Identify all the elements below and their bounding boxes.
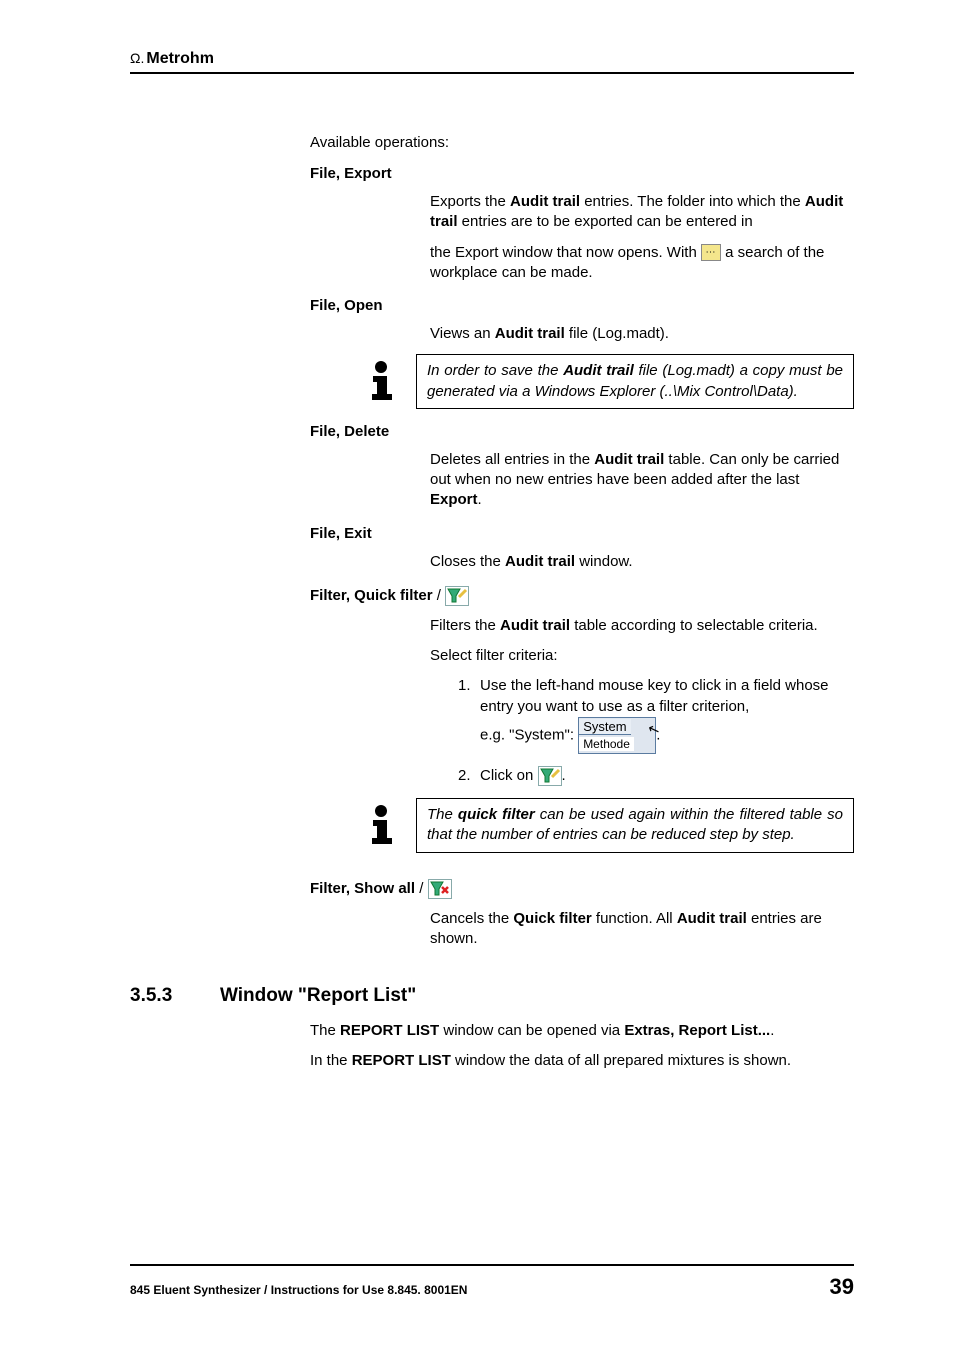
section-title: Window "Report List" bbox=[220, 985, 416, 1007]
section-heading: 3.5.3 Window "Report List" bbox=[130, 985, 854, 1007]
op-title-file-delete: File, Delete bbox=[310, 423, 854, 440]
op-body-file-open: Views an Audit trail file (Log.madt). bbox=[430, 324, 854, 344]
show-all-p1: Cancels the Quick filter function. All A… bbox=[430, 909, 854, 950]
footer-doc-title: 845 Eluent Synthesizer / Instructions fo… bbox=[130, 1283, 467, 1297]
quick-filter-p1: Filters the Audit trail table according … bbox=[430, 616, 854, 636]
info-box-quick-filter: The quick filter can be used again withi… bbox=[360, 798, 854, 853]
section-number: 3.5.3 bbox=[130, 985, 220, 1007]
cursor-arrow-icon: ↖ bbox=[646, 718, 663, 740]
op-title-file-open: File, Open bbox=[310, 297, 854, 314]
dropdown-row1: System bbox=[579, 719, 630, 735]
op-body-quick-filter: Filters the Audit trail table according … bbox=[430, 616, 854, 667]
page-header: Ω.Metrohm bbox=[130, 50, 854, 74]
brand-logo: Ω.Metrohm bbox=[130, 50, 214, 67]
dropdown-example-image: System ↖ Methode bbox=[578, 717, 656, 754]
info-text-quick-filter: The quick filter can be used again withi… bbox=[416, 798, 854, 853]
op-title-file-export: File, Export bbox=[310, 165, 854, 182]
quick-filter-p2: Select filter criteria: bbox=[430, 646, 854, 666]
intro-text: Available operations: bbox=[310, 134, 854, 151]
quick-filter-icon bbox=[538, 766, 562, 786]
quick-filter-criteria-list: 1. Use the left-hand mouse key to click … bbox=[458, 676, 854, 786]
page-footer: 845 Eluent Synthesizer / Instructions fo… bbox=[130, 1264, 854, 1300]
section-p1: The REPORT LIST window can be opened via… bbox=[310, 1021, 854, 1041]
op-title-file-exit: File, Exit bbox=[310, 525, 854, 542]
show-all-filter-icon bbox=[428, 879, 452, 899]
file-delete-p1: Deletes all entries in the Audit trail t… bbox=[430, 450, 854, 511]
section-body: The REPORT LIST window can be opened via… bbox=[310, 1021, 854, 1072]
info-icon bbox=[360, 802, 402, 844]
quick-filter-icon bbox=[445, 586, 469, 606]
op-body-show-all: Cancels the Quick filter function. All A… bbox=[430, 909, 854, 950]
li-number: 1. bbox=[458, 676, 471, 696]
info-box-file-open: In order to save the Audit trail file (L… bbox=[360, 354, 854, 409]
info-icon bbox=[360, 358, 402, 400]
file-export-p1: Exports the Audit trail entries. The fol… bbox=[430, 192, 854, 233]
brand-text: Metrohm bbox=[146, 50, 214, 67]
op-body-file-export: Exports the Audit trail entries. The fol… bbox=[430, 192, 854, 283]
info-text-file-open: In order to save the Audit trail file (L… bbox=[416, 354, 854, 409]
file-export-p2: the Export window that now opens. With ⋯… bbox=[430, 243, 854, 284]
op-body-file-delete: Deletes all entries in the Audit trail t… bbox=[430, 450, 854, 511]
dropdown-row2: Methode bbox=[579, 737, 634, 751]
footer-page-number: 39 bbox=[830, 1274, 854, 1300]
file-exit-p1: Closes the Audit trail window. bbox=[430, 552, 854, 572]
section-p2: In the REPORT LIST window the data of al… bbox=[310, 1051, 854, 1071]
criteria-item-2: 2. Click on . bbox=[458, 766, 854, 786]
li-number: 2. bbox=[458, 766, 471, 786]
op-title-show-all: Filter, Show all / bbox=[310, 879, 854, 899]
browse-icon: ⋯ bbox=[701, 244, 721, 261]
op-title-quick-filter: Filter, Quick filter / bbox=[310, 586, 854, 606]
file-open-p1: Views an Audit trail file (Log.madt). bbox=[430, 324, 854, 344]
brand-logo-icon: Ω. bbox=[130, 50, 144, 66]
op-body-file-exit: Closes the Audit trail window. bbox=[430, 552, 854, 572]
criteria-item-1: 1. Use the left-hand mouse key to click … bbox=[458, 676, 854, 754]
